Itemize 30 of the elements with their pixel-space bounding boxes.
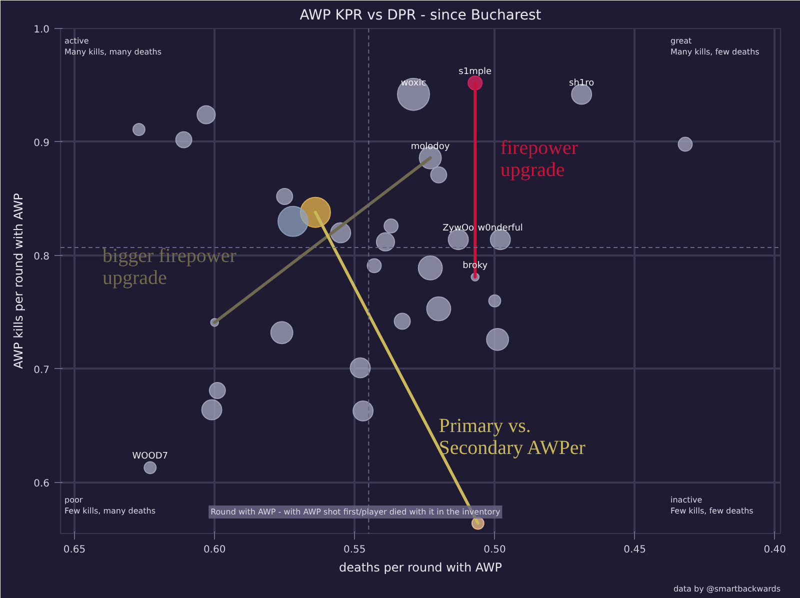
text: data by @smartbackwards xyxy=(673,584,781,594)
x-tick-label: 0.60 xyxy=(203,544,226,556)
annotation: w0nderful xyxy=(478,224,523,234)
y-tick-label: 1.0 xyxy=(34,24,50,36)
annotation: active Many kills, many deaths xyxy=(64,36,162,56)
series-label: firepower upgrade xyxy=(500,137,578,182)
chart-title: AWP KPR vs DPR - since Bucharest xyxy=(300,8,542,24)
annotation: great Many kills, few deaths xyxy=(670,36,760,56)
y-axis-title: AWP kills per round with AWP xyxy=(12,193,26,369)
y-tick-label: 0.8 xyxy=(34,251,50,262)
x-tick-label: 0.45 xyxy=(624,544,646,556)
x-tick-label: 0.40 xyxy=(764,544,786,556)
series-label: Primary vs. Secondary AWPer xyxy=(438,415,586,460)
series-label: bigger firepower upgrade xyxy=(102,244,237,289)
y-tick-label: 0.7 xyxy=(34,364,50,376)
x-tick-label: 0.50 xyxy=(484,544,506,556)
y-tick-label: 0.6 xyxy=(34,478,50,490)
y-tick-label: 0.9 xyxy=(34,138,50,149)
x-tick-label: 0.55 xyxy=(344,544,366,556)
annotation: molodoy xyxy=(410,142,450,152)
x-tick-label: 0.65 xyxy=(63,544,86,556)
x-axis-title: deaths per round with AWP xyxy=(338,560,502,574)
annotation: ZywOo xyxy=(442,224,475,234)
annotation: woxic xyxy=(400,78,426,88)
annotation: WOOD7 xyxy=(132,452,168,462)
annotation: s1mple xyxy=(458,66,492,77)
annotation: sh1ro xyxy=(569,78,595,88)
annotation: poor Few kills, many deaths xyxy=(64,496,156,516)
annotation: inactive Few kills, few deaths xyxy=(670,496,754,516)
annotation: Round with AWP - with AWP shot first/player died with it in the inventory xyxy=(210,508,500,516)
